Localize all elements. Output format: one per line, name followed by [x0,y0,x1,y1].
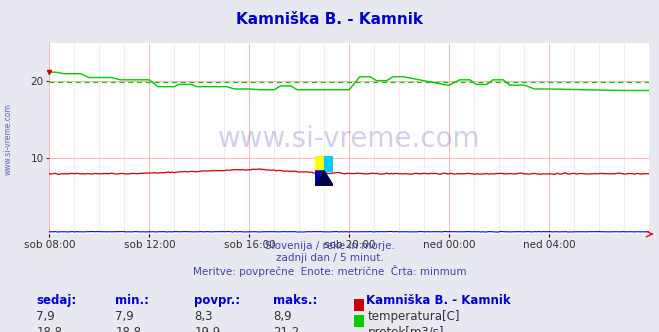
Text: Kamniška B. - Kamnik: Kamniška B. - Kamnik [366,294,510,307]
Text: 7,9: 7,9 [36,310,55,323]
Text: 18,8: 18,8 [115,326,141,332]
Polygon shape [315,171,324,186]
Text: 8,9: 8,9 [273,310,292,323]
Text: zadnji dan / 5 minut.: zadnji dan / 5 minut. [275,253,384,263]
Text: Meritve: povprečne  Enote: metrične  Črta: minmum: Meritve: povprečne Enote: metrične Črta:… [192,265,467,277]
Text: Kamniška B. - Kamnik: Kamniška B. - Kamnik [236,12,423,27]
Text: Slovenija / reke in morje.: Slovenija / reke in morje. [264,241,395,251]
Bar [324,156,333,171]
Text: min.:: min.: [115,294,150,307]
Text: 7,9: 7,9 [115,310,134,323]
Text: sedaj:: sedaj: [36,294,76,307]
Text: pretok[m3/s]: pretok[m3/s] [368,326,444,332]
Text: 19,9: 19,9 [194,326,221,332]
Text: 8,3: 8,3 [194,310,213,323]
Text: povpr.:: povpr.: [194,294,241,307]
Text: 18,8: 18,8 [36,326,62,332]
Text: temperatura[C]: temperatura[C] [368,310,460,323]
Text: www.si-vreme.com: www.si-vreme.com [218,124,480,153]
Bar [315,156,324,171]
Text: maks.:: maks.: [273,294,318,307]
Polygon shape [315,171,333,186]
Text: 21,2: 21,2 [273,326,300,332]
Text: www.si-vreme.com: www.si-vreme.com [4,104,13,175]
